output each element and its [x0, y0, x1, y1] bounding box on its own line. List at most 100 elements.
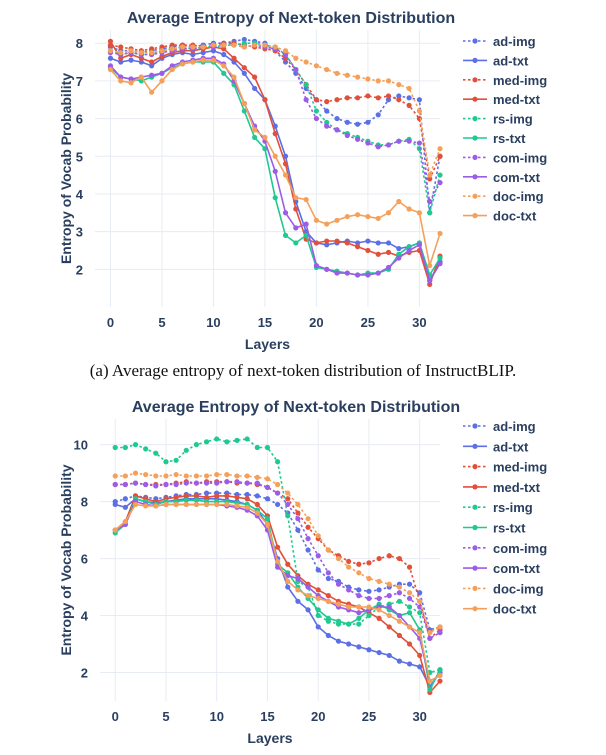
data-point-com-img — [344, 132, 350, 139]
data-point-ad-img — [355, 121, 361, 127]
data-point-ad-img — [375, 112, 381, 118]
data-point-doc-txt — [122, 518, 128, 525]
data-point-com-txt — [305, 584, 311, 590]
data-point-doc-txt — [138, 74, 144, 80]
data-point-rs-txt — [183, 497, 189, 503]
data-point-med-txt — [149, 59, 155, 65]
data-point-med-txt — [293, 206, 299, 212]
data-point-doc-txt — [163, 501, 169, 508]
x-tick-label: 20 — [311, 709, 325, 724]
data-point-med-img — [366, 560, 372, 566]
data-point-doc-img — [224, 471, 230, 478]
data-point-com-img — [153, 483, 159, 489]
data-point-doc-txt — [112, 527, 118, 533]
series-line-med-txt — [109, 40, 441, 286]
data-point-med-img — [295, 510, 301, 516]
data-point-rs-img — [366, 612, 372, 619]
data-point-med-txt — [282, 161, 289, 167]
data-point-doc-txt — [190, 59, 196, 65]
data-point-doc-txt — [132, 501, 139, 508]
data-point-doc-img — [163, 473, 169, 479]
legend-label-rs-img: rs-img — [493, 500, 533, 515]
y-tick-label: 7 — [76, 74, 83, 89]
data-point-med-txt — [396, 632, 403, 639]
data-point-med-txt — [285, 561, 291, 567]
legend-label-rs-img: rs-img — [493, 112, 533, 127]
data-point-doc-img — [107, 48, 114, 54]
data-point-rs-img — [193, 442, 200, 448]
data-point-com-img — [325, 570, 331, 576]
data-point-rs-img — [183, 447, 189, 453]
data-point-med-txt — [234, 494, 240, 500]
data-point-med-txt — [159, 53, 165, 59]
data-point-med-img — [355, 95, 361, 101]
data-point-doc-txt — [406, 624, 413, 630]
data-point-doc-img — [437, 624, 443, 630]
data-point-rs-txt — [315, 607, 321, 613]
data-point-com-img — [437, 630, 443, 636]
data-point-doc-txt — [241, 100, 247, 107]
data-point-med-txt — [325, 593, 331, 599]
data-point-com-img — [173, 481, 179, 488]
data-point-doc-txt — [427, 262, 433, 269]
data-point-doc-img — [128, 48, 134, 54]
data-point-com-img — [244, 480, 250, 486]
data-point-rs-txt — [406, 610, 413, 616]
data-point-com-img — [427, 198, 433, 205]
data-point-ad-txt — [138, 59, 144, 65]
data-point-doc-img — [324, 66, 330, 73]
y-tick-label: 6 — [81, 552, 88, 567]
data-point-doc-img — [365, 76, 371, 82]
data-point-doc-txt — [335, 601, 342, 607]
y-tick-label: 5 — [76, 149, 83, 164]
data-point-com-img — [122, 481, 128, 488]
data-point-med-txt — [241, 65, 247, 71]
data-point-doc-txt — [295, 587, 301, 593]
data-point-doc-txt — [210, 57, 217, 63]
data-point-med-txt — [406, 641, 413, 647]
data-point-rs-img — [324, 119, 330, 125]
legend-label-com-txt: com-txt — [493, 561, 541, 576]
data-point-com-img — [163, 481, 169, 488]
data-point-doc-img — [315, 533, 321, 539]
data-point-com-img — [406, 138, 412, 144]
data-point-ad-img — [376, 587, 382, 593]
data-point-doc-img — [427, 172, 433, 178]
data-point-rs-img — [303, 82, 309, 88]
legend-label-med-img: med-img — [493, 460, 547, 475]
data-point-com-img — [406, 595, 413, 602]
data-point-med-img — [344, 95, 350, 101]
data-point-med-txt — [254, 501, 260, 508]
data-point-doc-img — [138, 50, 144, 56]
data-point-ad-txt — [335, 638, 342, 644]
data-point-rs-img — [203, 439, 210, 445]
data-point-ad-img — [122, 496, 128, 502]
data-point-doc-img — [183, 473, 189, 479]
data-point-doc-img — [200, 44, 206, 50]
data-point-doc-img — [169, 46, 175, 52]
data-point-med-img — [356, 561, 362, 567]
data-point-doc-txt — [193, 501, 200, 508]
legend-label-ad-txt: ad-txt — [493, 439, 529, 454]
x-tick-label: 5 — [162, 709, 169, 724]
data-point-ad-txt — [112, 501, 118, 508]
data-point-doc-img — [303, 59, 309, 65]
data-point-ad-img — [254, 493, 260, 499]
data-point-doc-txt — [355, 212, 361, 218]
data-point-doc-img — [293, 55, 299, 61]
chart-b-svg: 0 5 10 15 20 25 30 2 4 6 8 10 Average Entropy of Nex… — [58, 399, 547, 746]
data-point-doc-txt — [262, 134, 268, 141]
data-point-doc-txt — [416, 210, 423, 216]
data-point-com-img — [303, 97, 309, 103]
legend-marker-med-img — [472, 464, 478, 470]
data-point-com-img — [427, 635, 433, 641]
data-point-med-txt — [334, 238, 340, 244]
data-point-com-txt — [427, 278, 433, 284]
data-point-doc-img — [193, 473, 200, 479]
data-point-med-txt — [365, 247, 371, 254]
data-point-doc-img — [244, 473, 250, 479]
chart-panel-a: 0 5 10 15 20 25 30 2 3 4 5 6 7 8 Average Entropy of Ne… — [0, 0, 606, 360]
data-point-ad-txt — [356, 644, 362, 650]
data-point-med-txt — [221, 46, 227, 52]
data-point-rs-img — [143, 446, 149, 452]
